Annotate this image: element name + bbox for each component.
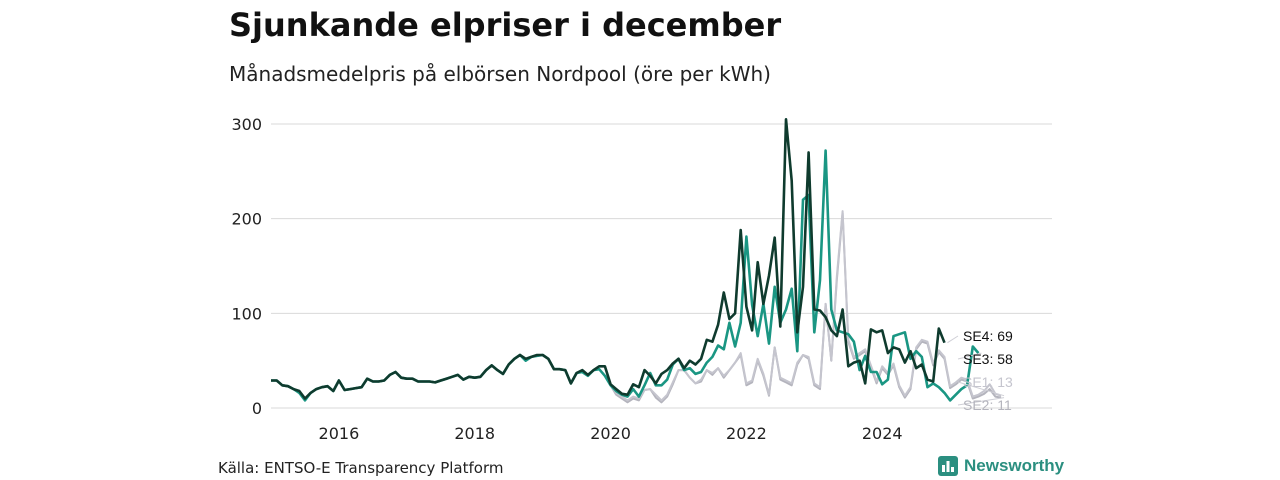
end-labels: SE4: 69 SE3: 58 SE1: 13 SE2: 11: [947, 328, 1013, 413]
series-line-se4: [271, 118, 946, 400]
chart-subtitle: Månadsmedelpris på elbörsen Nordpool (ör…: [229, 62, 771, 86]
series-line-se3: [271, 149, 980, 402]
y-tick-label: 300: [231, 115, 262, 134]
newsworthy-icon: [938, 456, 958, 476]
leader-line: [957, 397, 1005, 406]
x-tick-label: 2020: [590, 424, 631, 443]
y-tick-label: 100: [231, 304, 262, 323]
leader-line: [957, 381, 1005, 397]
y-tick-label: 200: [231, 210, 262, 229]
source-note: Källa: ENTSO-E Transparency Platform: [218, 459, 504, 477]
y-tick-label: 0: [252, 399, 262, 418]
end-label-se4: SE4: 69: [963, 328, 1013, 344]
series-line-se1: [271, 210, 1002, 402]
end-label-se3: SE3: 58: [963, 351, 1013, 367]
newsworthy-logo[interactable]: Newsworthy: [938, 456, 1064, 476]
brand-name: Newsworthy: [964, 456, 1065, 475]
x-tick-label: 2024: [862, 424, 903, 443]
gridlines: [271, 123, 1052, 409]
x-tick-label: 2016: [319, 424, 360, 443]
leader-line: [957, 352, 982, 360]
y-axis-labels: 0 100 200 300: [231, 115, 262, 418]
end-label-se2: SE2: 11: [963, 397, 1012, 413]
series-line-se2: [271, 212, 1002, 404]
x-axis-labels: 2016 2018 2020 2022 2024: [319, 424, 903, 443]
series-lines: [271, 118, 1002, 404]
end-label-se1: SE1: 13: [963, 374, 1013, 390]
x-tick-label: 2022: [726, 424, 767, 443]
x-tick-label: 2018: [454, 424, 495, 443]
chart-title: Sjunkande elpriser i december: [229, 6, 782, 44]
leader-line: [947, 335, 959, 344]
